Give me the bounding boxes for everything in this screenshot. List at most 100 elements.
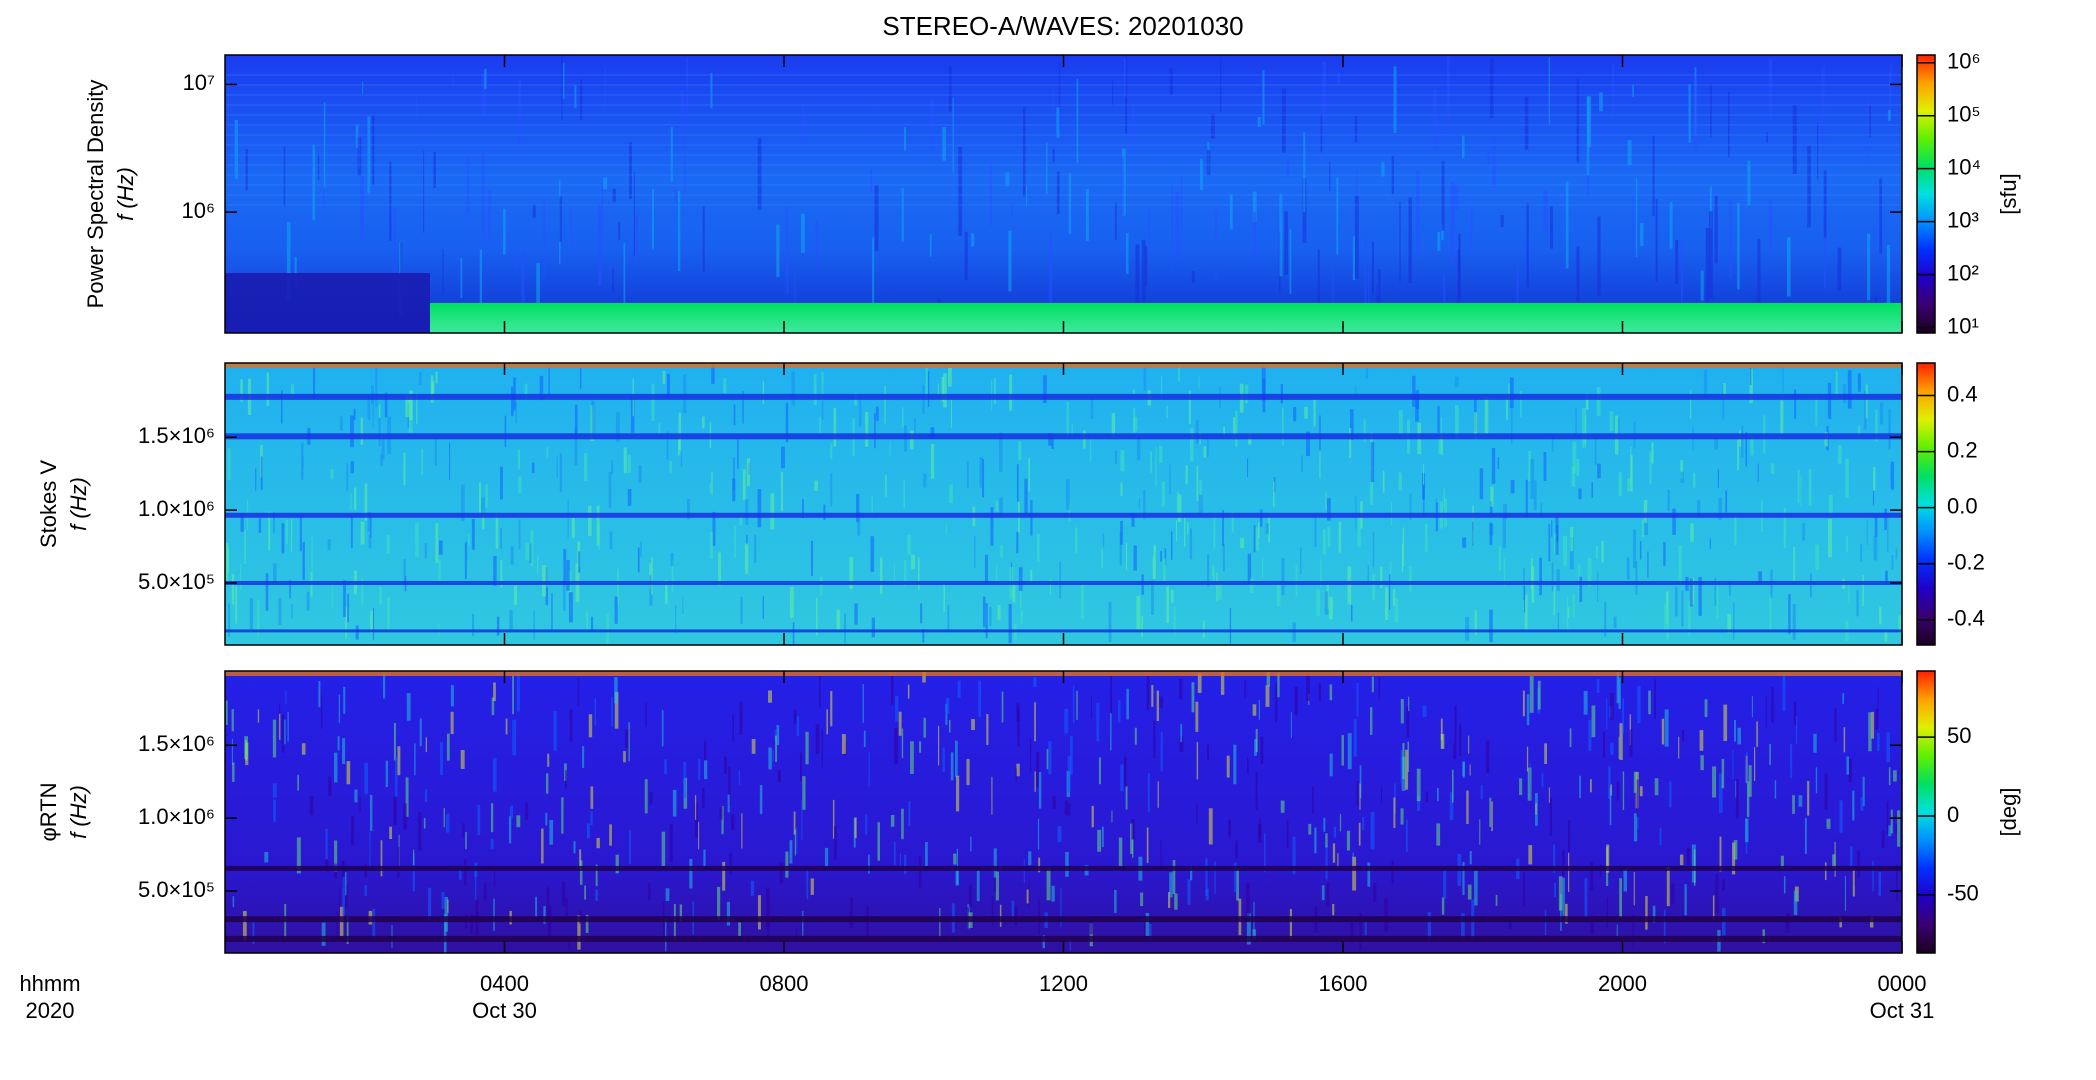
spectrogram-texture xyxy=(1380,566,1383,589)
spectrogram-texture xyxy=(1749,368,1753,404)
spectrogram-texture xyxy=(1688,600,1691,636)
spectrogram-texture xyxy=(742,390,744,424)
spectrogram-texture xyxy=(1284,211,1288,275)
spectrogram-texture xyxy=(1257,116,1261,128)
spectrogram-texture xyxy=(922,629,925,643)
spectrogram-texture xyxy=(1067,756,1071,793)
colorbar-tick-label: 0.4 xyxy=(1947,381,1978,406)
spectrogram-texture xyxy=(1549,797,1553,836)
spectrogram-texture xyxy=(844,613,846,644)
spectrogram-texture xyxy=(1159,445,1163,463)
spectrogram-texture xyxy=(579,849,582,870)
spectrogram-texture xyxy=(1749,367,1752,385)
spectrogram-texture xyxy=(890,814,895,827)
spectrogram-texture xyxy=(1500,214,1504,227)
spectrogram-texture xyxy=(467,533,470,545)
spectrogram-texture xyxy=(1879,178,1883,254)
spectrogram-texture xyxy=(543,198,545,278)
spectrogram-texture xyxy=(1280,384,1283,404)
spectrogram-texture xyxy=(1264,833,1266,873)
spectrogram-texture xyxy=(617,568,619,606)
spectrogram-texture xyxy=(711,472,713,495)
spectrogram-band xyxy=(225,916,1902,923)
spectrogram-texture xyxy=(1370,812,1375,850)
spectrogram-texture xyxy=(746,458,750,487)
spectrogram-texture xyxy=(369,794,373,831)
spectrogram-texture xyxy=(492,758,497,792)
spectrogram-texture xyxy=(355,625,359,640)
spectrogram-texture xyxy=(461,484,465,521)
spectrogram-texture xyxy=(334,863,338,879)
spectrogram-texture xyxy=(378,418,381,447)
spectrogram-texture xyxy=(1691,844,1696,883)
spectrogram-texture xyxy=(1873,535,1878,561)
spectrogram-texture xyxy=(1479,819,1481,845)
spectrogram-texture xyxy=(450,685,454,707)
spectrogram-texture xyxy=(1175,191,1180,259)
spectrogram-texture xyxy=(562,62,565,99)
spectrogram-texture xyxy=(1557,612,1560,632)
spectrogram-texture xyxy=(1091,805,1094,828)
spectrogram-texture xyxy=(1690,390,1692,419)
spectrogram-texture xyxy=(1591,482,1593,498)
spectrogram-texture xyxy=(949,484,953,504)
spectrogram-texture xyxy=(710,72,713,109)
spectrogram-texture xyxy=(1524,96,1529,150)
spectrogram-texture xyxy=(1083,430,1086,449)
spectrogram-texture xyxy=(465,540,468,560)
spectrogram-texture xyxy=(1198,494,1203,514)
spectrogram-texture xyxy=(615,854,619,874)
spectrogram-texture xyxy=(491,697,495,716)
spectrogram-texture xyxy=(1708,211,1713,299)
spectrogram-texture xyxy=(1462,861,1465,896)
spectrogram-texture xyxy=(1384,898,1389,932)
spectrogram-texture xyxy=(1123,58,1127,98)
spectrogram-texture xyxy=(1233,862,1237,893)
x-tick-label: 2000 xyxy=(1598,971,1647,996)
spectrogram-texture xyxy=(1036,751,1040,787)
spectrogram-texture xyxy=(1714,436,1719,450)
spectrogram-texture xyxy=(1399,201,1401,282)
spectrogram-texture xyxy=(577,915,581,950)
spectrogram-texture xyxy=(1597,571,1599,602)
spectrogram-texture xyxy=(611,460,614,474)
spectrogram-texture xyxy=(1440,416,1442,442)
spectrogram-texture xyxy=(1187,521,1189,535)
spectrogram-texture xyxy=(393,207,396,295)
spectrogram-texture xyxy=(1033,677,1037,688)
spectrogram-texture xyxy=(1704,699,1708,718)
spectrogram-texture xyxy=(689,858,693,889)
spectrogram-texture xyxy=(438,540,443,555)
spectrogram-texture xyxy=(514,255,518,269)
spectrogram-texture xyxy=(982,596,986,628)
spectrogram-texture xyxy=(1156,690,1159,722)
spectrogram-texture xyxy=(346,916,349,944)
spectrogram-texture xyxy=(1276,581,1281,607)
spectrogram-texture xyxy=(1169,872,1173,898)
spectrogram-texture xyxy=(1056,107,1060,138)
spectrogram-texture xyxy=(1028,457,1031,492)
spectrogram-texture xyxy=(1746,781,1750,818)
spectrogram-texture xyxy=(1124,756,1127,787)
spectrogram-texture xyxy=(1872,860,1874,892)
spectrogram-texture xyxy=(1669,781,1672,808)
spectrogram-texture xyxy=(1147,773,1150,812)
spectrogram-texture xyxy=(644,779,648,814)
spectrogram-texture xyxy=(1195,419,1199,444)
spectrogram-texture xyxy=(640,541,642,557)
spectrogram-texture xyxy=(1170,589,1174,603)
spectrogram-texture xyxy=(665,888,670,902)
spectrogram-texture xyxy=(488,189,492,242)
spectrogram-texture xyxy=(1125,786,1128,810)
spectrogram-texture xyxy=(1008,604,1012,644)
spectrogram-texture xyxy=(893,841,896,865)
colorbar xyxy=(1916,670,1936,954)
spectrogram-texture xyxy=(574,85,577,109)
spectrogram-texture xyxy=(1774,780,1777,799)
spectrogram-texture xyxy=(551,593,553,630)
spectrogram-texture xyxy=(406,693,411,721)
spectrogram-texture xyxy=(242,911,247,941)
spectrogram-texture xyxy=(548,364,550,397)
spectrogram-texture xyxy=(240,379,243,402)
spectrogram-texture xyxy=(336,911,338,937)
